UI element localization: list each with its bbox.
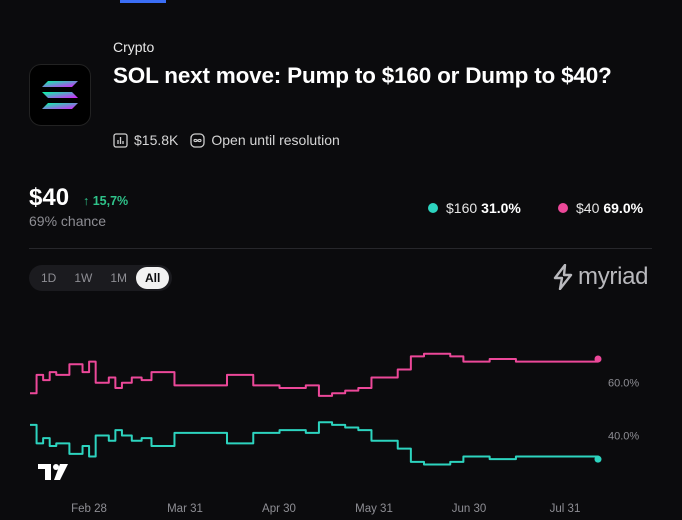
legend-label: $40 <box>576 200 600 216</box>
series-line <box>30 352 599 397</box>
x-tick-label: Jun 30 <box>452 503 487 515</box>
solana-logo-icon <box>29 64 91 126</box>
x-tick-label: Mar 31 <box>167 503 203 515</box>
legend-label: $160 <box>446 200 478 216</box>
y-tick-label: 40.0% <box>608 430 639 442</box>
tab-1d[interactable]: 1D <box>41 271 57 285</box>
market-title: SOL next move: Pump to $160 or Dump to $… <box>113 63 612 88</box>
legend-value: 69.0% <box>603 200 644 216</box>
x-tick-label: Jul 31 <box>550 503 581 515</box>
x-tick-label: Apr 30 <box>262 503 296 515</box>
probability-chart[interactable]: 40.0% 60.0% Feb 28 Mar 31 Apr 30 May 31 Jun 30… <box>0 330 682 520</box>
legend-dot <box>558 203 568 213</box>
tab-1m[interactable]: 1M <box>110 271 128 285</box>
y-tick-label: 60.0% <box>608 378 639 390</box>
brand: myriad <box>552 263 649 291</box>
resolution-text: Open until resolution <box>211 132 340 148</box>
top-tab-bar <box>0 0 682 6</box>
leading-outcome-price: $40 <box>29 184 70 211</box>
divider <box>29 248 652 249</box>
timeframe-tabs: 1D 1W 1M All <box>29 265 173 291</box>
legend-dot <box>428 203 438 213</box>
myriad-logo-icon <box>553 264 573 290</box>
bar-chart-icon <box>113 132 128 148</box>
x-tick-label: Feb 28 <box>71 503 107 515</box>
market-meta: $15.8K Open until resolution <box>113 132 340 148</box>
price-change: ↑ 15,7% <box>83 194 129 208</box>
series-endpoint <box>594 455 602 463</box>
legend-value: 31.0% <box>481 200 521 216</box>
chance-text: 69% chance <box>29 213 107 229</box>
legend-item-40: $40 69.0% <box>558 200 643 216</box>
series-line <box>30 421 599 466</box>
tab-all[interactable]: All <box>136 267 170 289</box>
brand-name: myriad <box>578 263 649 290</box>
active-tab-indicator <box>120 0 166 3</box>
series-endpoint <box>594 355 602 363</box>
market-category: Crypto <box>113 39 155 55</box>
volume-value: $15.8K <box>134 132 179 148</box>
tab-1w[interactable]: 1W <box>74 271 93 285</box>
tradingview-logo-icon <box>38 462 74 487</box>
legend-item-160: $160 31.0% <box>428 200 521 216</box>
x-tick-label: May 31 <box>355 503 393 515</box>
infinity-icon <box>190 132 206 148</box>
